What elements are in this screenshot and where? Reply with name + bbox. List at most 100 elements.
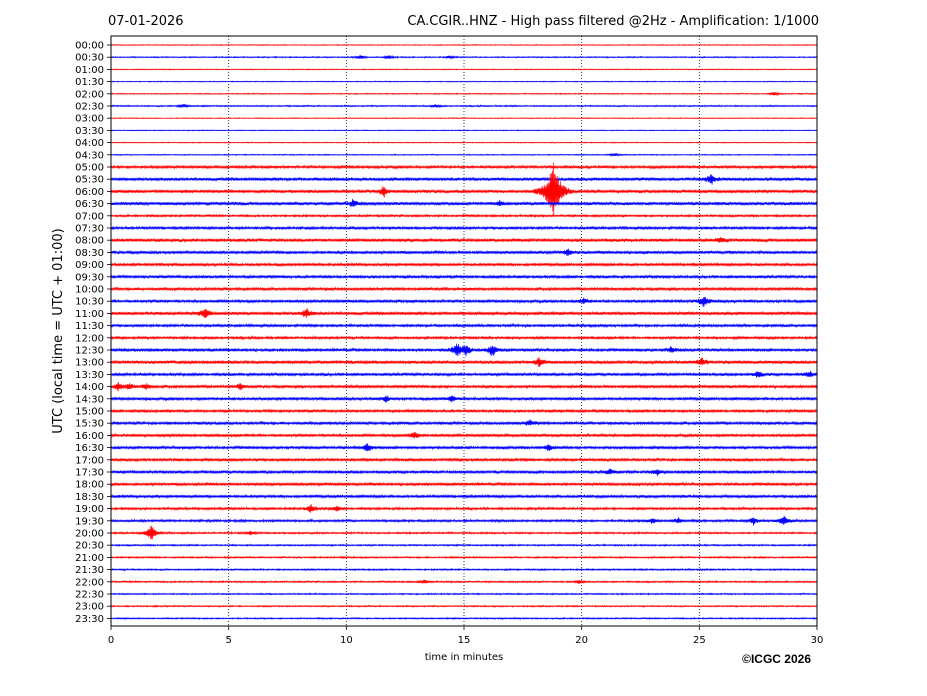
x-axis-ticks: 0 5 10 15 20 25 30 xyxy=(108,626,824,646)
trace-row xyxy=(110,248,818,256)
x-tick-label: 25 xyxy=(693,635,706,646)
row-time-label: 05:00 xyxy=(75,163,104,174)
row-time-label: 09:00 xyxy=(75,260,104,271)
row-time-label: 00:30 xyxy=(75,53,104,64)
row-time-label: 21:00 xyxy=(75,553,104,564)
row-time-label: 14:30 xyxy=(75,394,104,405)
trace-row xyxy=(110,236,818,243)
trace-row xyxy=(110,543,818,548)
row-time-label: 20:30 xyxy=(75,541,104,552)
trace-row xyxy=(110,54,818,60)
trace-row xyxy=(110,225,818,231)
trace-row xyxy=(110,468,818,476)
trace-row xyxy=(110,68,818,71)
trace-row xyxy=(110,579,818,585)
trace-row xyxy=(110,274,818,280)
trace-row xyxy=(110,152,818,157)
copyright-notice: ©ICGC 2026 xyxy=(742,652,811,666)
trace-row xyxy=(110,91,818,97)
trace-row xyxy=(110,322,818,329)
trace-row xyxy=(110,419,818,426)
row-time-label: 08:30 xyxy=(75,248,104,259)
row-time-label: 09:30 xyxy=(75,272,104,283)
x-tick-label: 15 xyxy=(458,635,471,646)
row-time-label: 13:30 xyxy=(75,370,104,381)
chart-title: CA.CGIR..HNZ - High pass filtered @2Hz -… xyxy=(407,14,819,29)
row-time-label: 01:30 xyxy=(75,77,104,88)
seismic-traces xyxy=(110,43,818,621)
row-time-label: 21:30 xyxy=(75,565,104,576)
trace-row xyxy=(110,213,818,219)
trace-row xyxy=(110,370,818,378)
row-time-label: 04:00 xyxy=(75,138,104,149)
x-tick-label: 30 xyxy=(811,635,824,646)
row-time-label: 01:00 xyxy=(75,65,104,76)
row-time-label: 03:00 xyxy=(75,114,104,125)
trace-row xyxy=(110,493,818,500)
row-time-label: 17:30 xyxy=(75,468,104,479)
row-time-label: 17:00 xyxy=(75,455,104,466)
trace-row xyxy=(110,431,818,439)
row-time-label: 20:00 xyxy=(75,529,104,540)
row-time-label: 16:00 xyxy=(75,431,104,442)
trace-row xyxy=(110,382,818,392)
row-time-label: 13:00 xyxy=(75,358,104,369)
row-time-label: 23:30 xyxy=(75,614,104,625)
row-time-label: 22:30 xyxy=(75,590,104,601)
x-axis-label: time in minutes xyxy=(425,652,504,663)
row-time-label: 19:00 xyxy=(75,504,104,515)
row-time-label: 15:30 xyxy=(75,419,104,430)
trace-row xyxy=(110,567,818,572)
grid-lines xyxy=(228,36,700,626)
trace-row xyxy=(110,408,818,414)
trace-row xyxy=(110,525,818,540)
trace-row xyxy=(110,592,818,596)
trace-row xyxy=(110,261,818,268)
trace-row xyxy=(110,335,818,341)
row-time-label: 23:00 xyxy=(75,602,104,613)
row-time-label: 11:30 xyxy=(75,321,104,332)
row-time-label: 19:30 xyxy=(75,516,104,527)
trace-row xyxy=(110,308,818,319)
trace-row xyxy=(110,164,818,170)
trace-row xyxy=(110,357,818,367)
row-time-label: 10:30 xyxy=(75,297,104,308)
row-time-label: 10:00 xyxy=(75,285,104,296)
row-time-label: 08:00 xyxy=(75,236,104,247)
trace-row xyxy=(110,504,818,513)
trace-row xyxy=(110,443,818,452)
trace-row xyxy=(110,555,818,560)
row-time-label: 18:30 xyxy=(75,492,104,503)
trace-row xyxy=(110,43,818,47)
trace-row xyxy=(110,286,818,292)
y-axis-label: UTC (local time = UTC + 01:00) xyxy=(51,228,66,433)
row-time-label: 16:30 xyxy=(75,443,104,454)
trace-row xyxy=(110,174,818,185)
row-time-label: 12:00 xyxy=(75,333,104,344)
row-time-label: 07:00 xyxy=(75,211,104,222)
row-time-label: 05:30 xyxy=(75,175,104,186)
trace-row xyxy=(110,456,818,463)
x-tick-label: 10 xyxy=(340,635,353,646)
row-time-label: 06:00 xyxy=(75,187,104,198)
trace-row xyxy=(110,515,818,526)
row-time-label: 06:30 xyxy=(75,199,104,210)
x-tick-label: 20 xyxy=(575,635,588,646)
row-time-label: 07:30 xyxy=(75,224,104,235)
x-tick-label: 0 xyxy=(108,635,114,646)
row-time-label: 18:00 xyxy=(75,480,104,491)
trace-row xyxy=(110,141,818,144)
row-time-label: 11:00 xyxy=(75,309,104,320)
row-time-label: 22:00 xyxy=(75,577,104,588)
trace-row xyxy=(110,343,818,357)
trace-row xyxy=(110,116,818,120)
x-tick-label: 5 xyxy=(225,635,231,646)
row-time-label: 04:30 xyxy=(75,150,104,161)
row-time-label: 14:00 xyxy=(75,382,104,393)
row-time-label: 03:30 xyxy=(75,126,104,137)
row-time-label: 12:30 xyxy=(75,346,104,357)
trace-row xyxy=(110,616,818,621)
row-time-label: 00:00 xyxy=(75,41,104,52)
row-time-label: 02:00 xyxy=(75,89,104,100)
